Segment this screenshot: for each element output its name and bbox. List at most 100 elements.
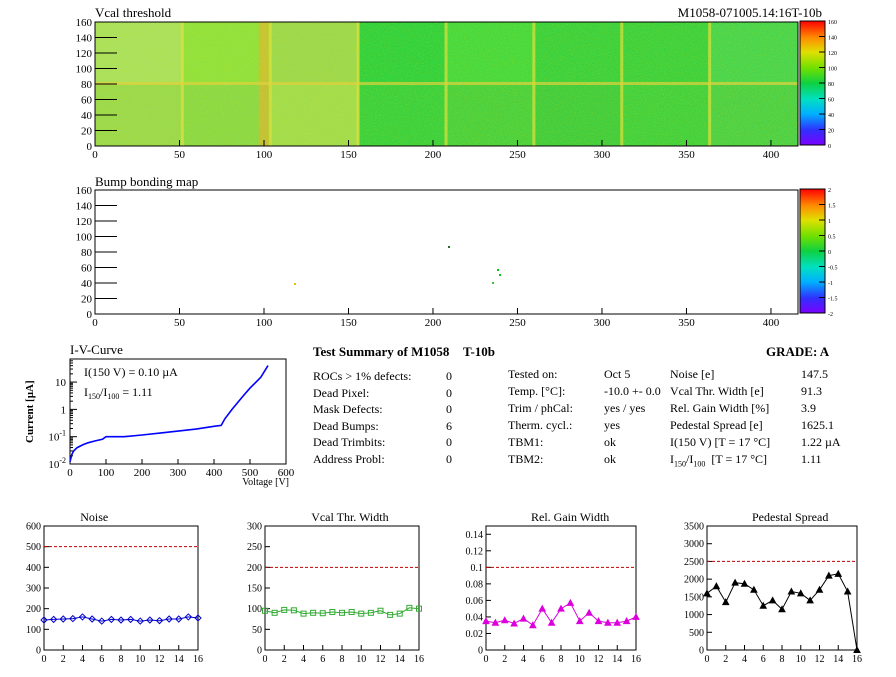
data-point — [329, 608, 336, 615]
roc-edge — [95, 82, 798, 85]
summary-label: Rel. Gain Width [%] — [670, 401, 770, 415]
palette-tick-label: 60 — [828, 98, 834, 104]
data-point — [69, 614, 77, 623]
small-y-tick-label: 0.1 — [471, 563, 484, 574]
y-tick-label: 120 — [76, 216, 93, 228]
data-point — [146, 616, 154, 624]
small-x-tick-label: 10 — [356, 654, 366, 665]
data-point — [184, 613, 193, 621]
small-x-tick-label: 14 — [174, 654, 184, 665]
small-y-tick-label: 0.04 — [466, 612, 484, 623]
x-tick-label: 200 — [425, 317, 442, 329]
data-point — [387, 611, 394, 618]
data-point — [825, 571, 833, 579]
data-point — [88, 615, 96, 623]
y-tick-label: 80 — [81, 79, 93, 91]
palette-tick-label: 80 — [828, 82, 834, 88]
data-point — [721, 598, 730, 606]
iv-frame — [69, 358, 287, 465]
bump-bonding-map: 0 50 100 150 200 250 300 350 4000204060801001201… — [76, 174, 838, 329]
x-tick-label: 250 — [509, 317, 526, 329]
small-y-tick-label: 50 — [252, 625, 262, 636]
small-x-tick-label: 6 — [540, 654, 545, 665]
data-point — [843, 587, 852, 595]
summary-label: TBM2: — [508, 452, 544, 466]
small-x-tick-label: 16 — [631, 654, 641, 665]
palette-tick-label: 140 — [828, 36, 837, 42]
summary-label: Pedestal Spread [e] — [670, 418, 763, 432]
data-point — [406, 604, 413, 611]
data-point — [604, 618, 612, 626]
summary-label: ROCs > 1% defects: — [313, 369, 412, 383]
small-y-tick-label: 3000 — [684, 539, 704, 550]
roc-tile — [446, 84, 535, 147]
data-point — [165, 615, 173, 623]
data-point — [59, 615, 67, 623]
vcal-threshold-map: 0 50 100 150 200 250 300 350 4000204060801001201… — [76, 5, 838, 161]
data-point — [194, 614, 202, 622]
summary-label: TBM1: — [508, 435, 544, 449]
y-tick-label: 40 — [81, 278, 93, 290]
palette-tick-label: -1 — [828, 281, 833, 287]
small-x-tick-label: 16 — [852, 654, 862, 665]
small-x-tick-label: 12 — [376, 654, 386, 665]
summary-title: Test Summary of M1058 — [313, 344, 450, 359]
vcal-threshold-palette-ticks: 0 20 40 60 80 100 120 140 160 — [819, 20, 837, 150]
roc-tile — [622, 84, 711, 147]
x-tick-label: 350 — [678, 149, 695, 161]
small-chart-title: Vcal Thr. Width — [311, 510, 388, 524]
summary-subtitle: T-10b — [463, 344, 496, 359]
palette-tick-label: -0.5 — [828, 266, 838, 272]
data-point — [585, 608, 593, 616]
data-point — [482, 617, 490, 625]
roc-tile — [534, 22, 623, 85]
data-point — [367, 609, 374, 616]
bump-defect — [497, 269, 499, 271]
small-x-tick-label: 10 — [575, 654, 585, 665]
small-x-tick-label: 4 — [301, 654, 306, 665]
summary-value: -10.0 +- 0.0 — [604, 384, 661, 398]
summary-value: 3.9 — [801, 401, 816, 415]
x-tick-label: 100 — [256, 149, 273, 161]
summary-label: Dead Bumps: — [313, 418, 379, 433]
data-point — [310, 609, 317, 616]
data-point — [78, 613, 87, 621]
data-point — [750, 585, 758, 593]
palette-tick-label: 1 — [828, 219, 831, 225]
test-summary: Test Summary of M1058 T-10b GRADE: A ROC… — [0, 340, 896, 480]
iv-y-tick-label: 10-2 — [48, 456, 66, 471]
bump-bonding-panel: 0 50 100 150 200 250 300 350 400 0 20 40 60 80 100 120 1… — [0, 172, 896, 332]
iv-ylabel: Current [µA] — [24, 380, 36, 443]
data-point — [853, 645, 861, 653]
roc-tile — [358, 22, 447, 85]
data-point — [281, 606, 288, 613]
vcal-threshold-title: Vcal threshold — [95, 5, 172, 20]
small-x-tick-label: 4 — [521, 654, 526, 665]
iv-x-tick-label: 200 — [134, 467, 151, 479]
summary-ratio-value: 1.11 — [801, 452, 822, 466]
y-tick-label: 160 — [76, 185, 93, 197]
small-x-tick-label: 0 — [263, 654, 268, 665]
summary-label: Dead Trimbits: — [313, 435, 386, 449]
data-point — [768, 596, 777, 604]
palette-tick-label: -2 — [828, 312, 833, 318]
small-x-tick-label: 2 — [61, 654, 66, 665]
small-chart-frame — [264, 525, 420, 651]
x-tick-label: 0 — [92, 317, 98, 329]
data-point — [49, 615, 58, 624]
small-y-tick-label: 300 — [247, 522, 262, 533]
data-point — [290, 607, 297, 614]
vcal-threshold-axes: 0 50 100 150 200 250 300 350 400 0 20 40 60 80 100 120 1… — [76, 17, 780, 161]
y-tick-label: 60 — [81, 263, 93, 275]
bump-map-axes: 0 50 100 150 200 250 300 350 400 0 20 40 60 80 100 120 1… — [76, 185, 780, 329]
small-y-tick-label: 0.14 — [466, 530, 484, 541]
bump-defects — [294, 246, 501, 285]
summary-value: 0 — [446, 402, 452, 416]
iv-axes: 0 100 200 300 400 500 600 10-2 10-1 1 10 — [48, 358, 295, 479]
data-point — [594, 617, 603, 625]
palette-tick-label: 20 — [828, 129, 834, 135]
small-x-tick-label: 16 — [414, 654, 424, 665]
y-tick-label: 140 — [76, 33, 93, 45]
x-tick-label: 300 — [594, 149, 611, 161]
small-x-tick-label: 8 — [780, 654, 785, 665]
